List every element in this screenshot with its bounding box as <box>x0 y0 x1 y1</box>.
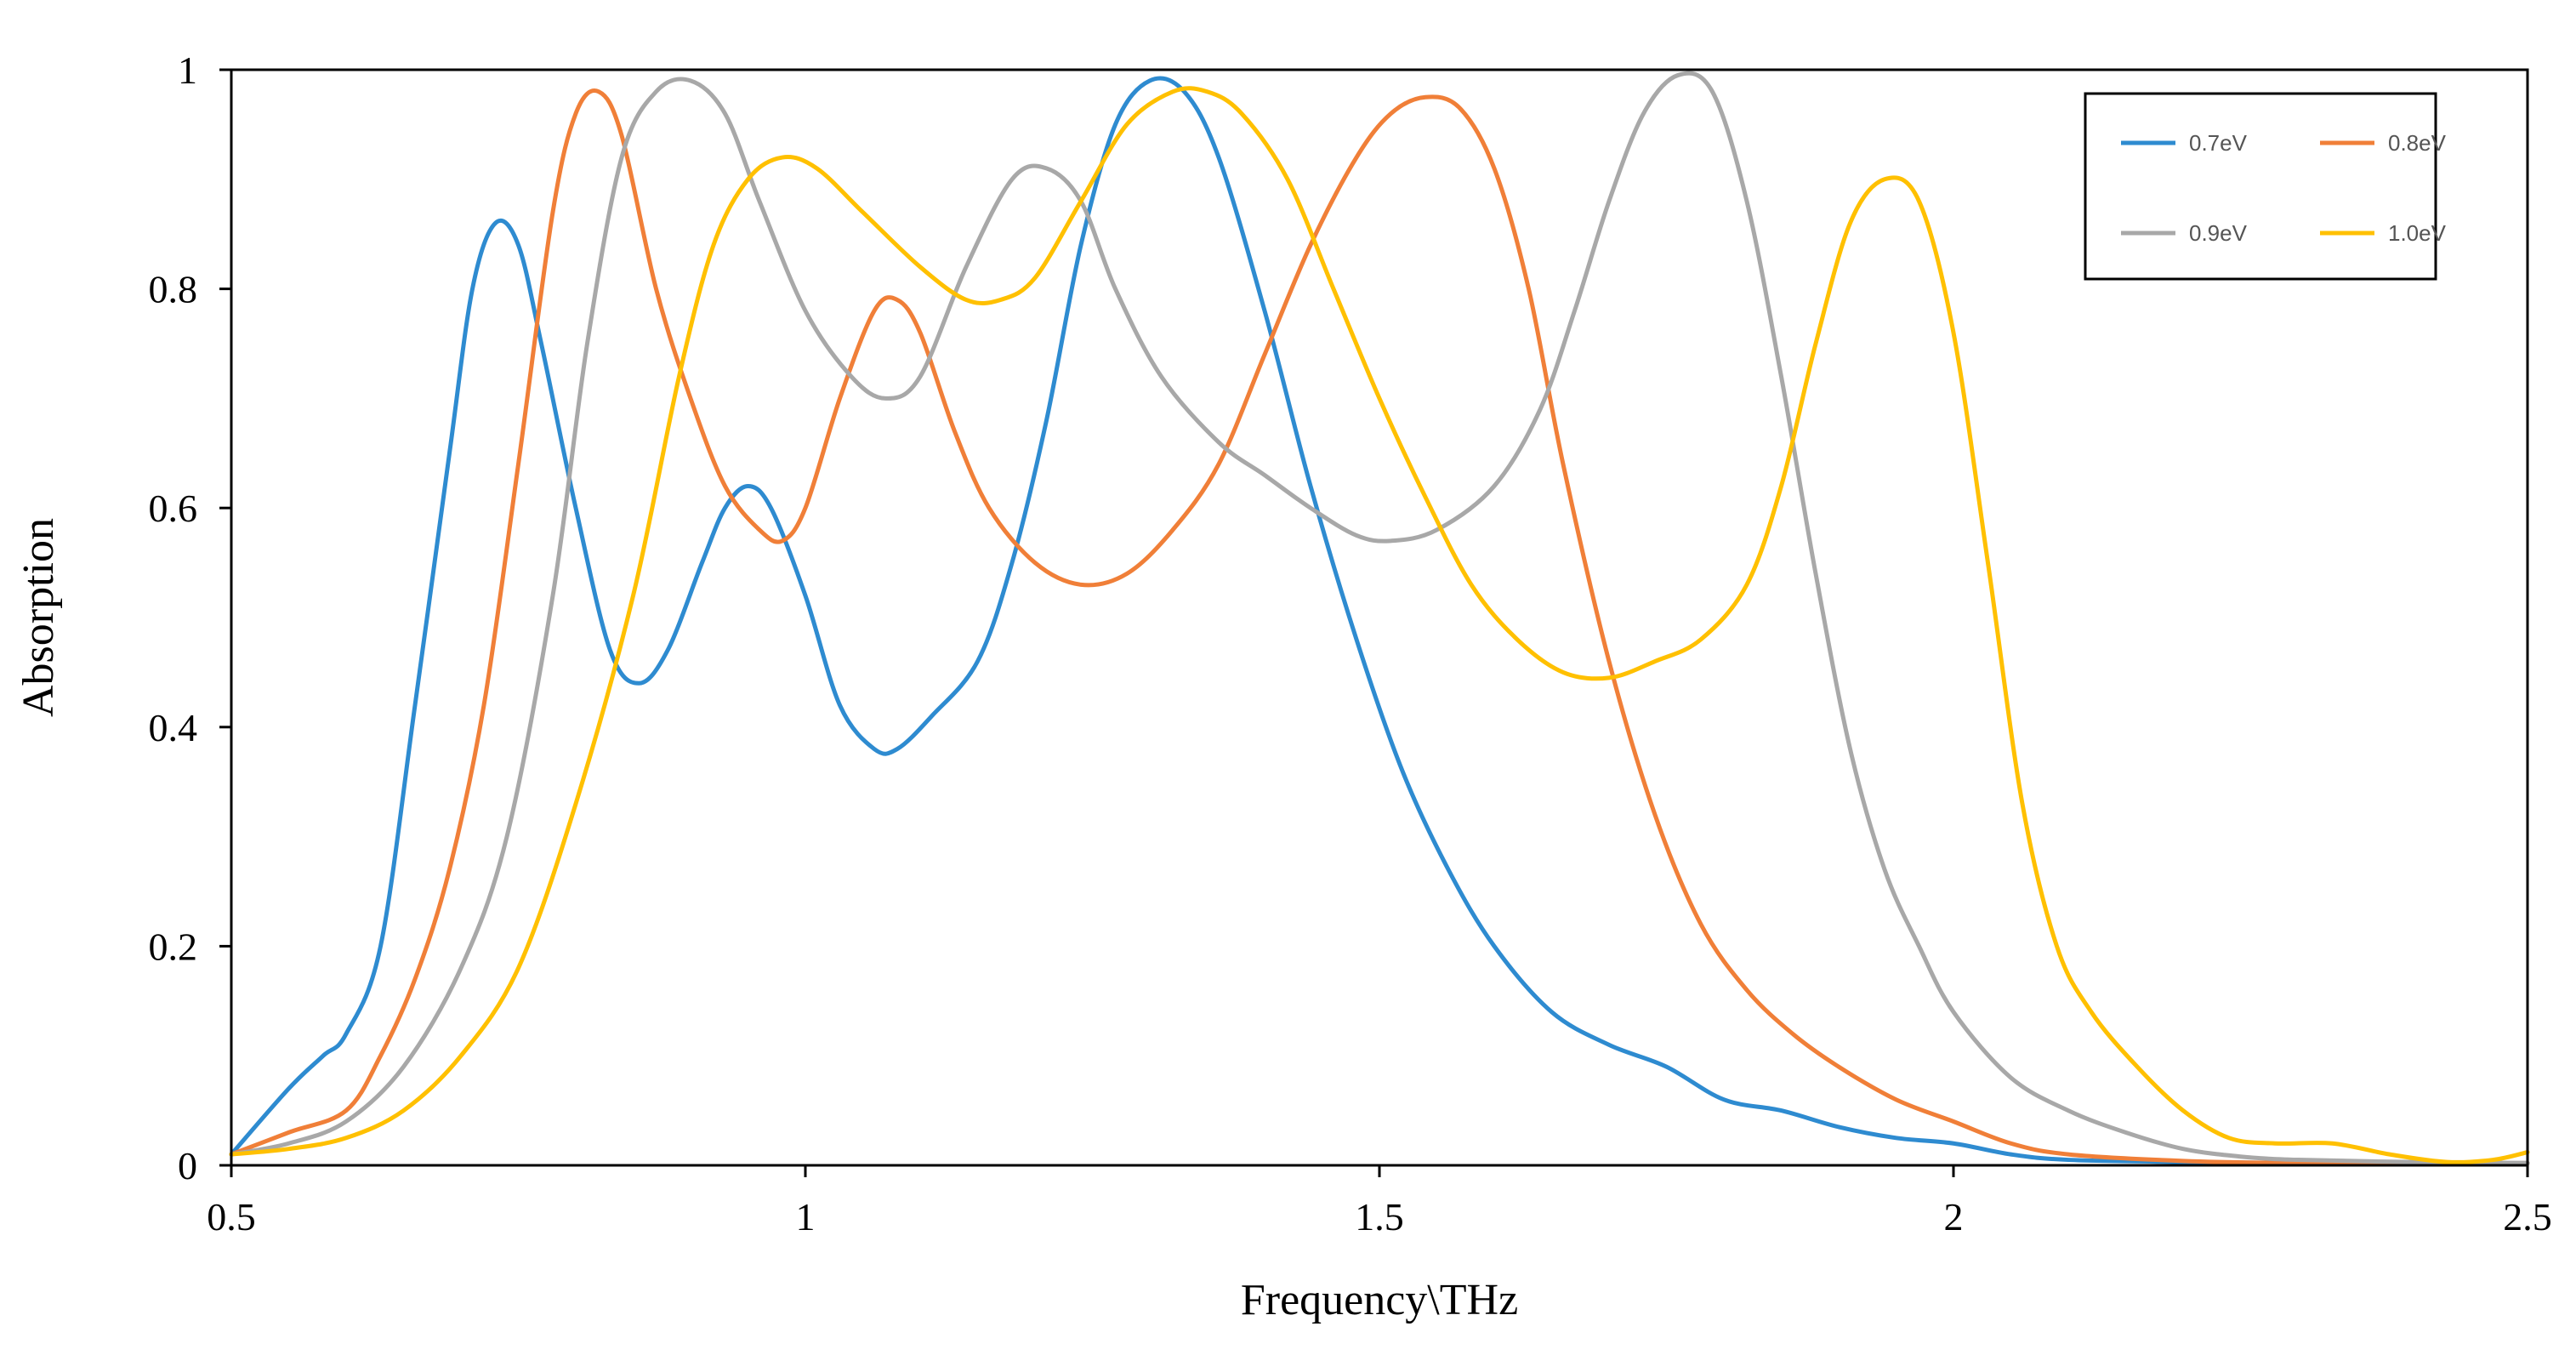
y-tick-label: 0.2 <box>149 925 198 968</box>
x-tick-label: 0.5 <box>207 1195 256 1238</box>
y-tick-label: 0.8 <box>149 268 198 311</box>
x-tick-label: 2.5 <box>2503 1195 2552 1238</box>
x-axis-ticks: 0.5 1 1.5 2 2.5 <box>207 1165 2552 1238</box>
y-tick-label: 0 <box>178 1144 197 1187</box>
x-tick-label: 1 <box>796 1195 816 1238</box>
legend: 0.7eV 0.8eV 0.9eV 1.0eV <box>2084 92 2447 281</box>
x-tick-label: 2 <box>1944 1195 1964 1238</box>
y-tick-label: 0.4 <box>149 706 198 749</box>
legend-label-0.8eV: 0.8eV <box>2388 130 2447 156</box>
series-line-0.9eV <box>229 71 2530 1165</box>
y-tick-label: 0.6 <box>149 487 198 530</box>
y-axis-title: Absorption <box>14 518 63 717</box>
y-tick-label: 1 <box>178 48 197 92</box>
x-axis-title: Frequency\THz <box>1241 1276 1518 1324</box>
x-tick-label: 1.5 <box>1355 1195 1404 1238</box>
legend-label-1.0eV: 1.0eV <box>2388 220 2447 246</box>
series-line-0.8eV <box>229 88 2530 1166</box>
series-layer <box>229 71 2530 1166</box>
legend-label-0.9eV: 0.9eV <box>2189 220 2248 246</box>
series-line-0.7eV <box>229 76 2530 1166</box>
legend-box <box>2084 92 2437 281</box>
legend-label-0.7eV: 0.7eV <box>2189 130 2248 156</box>
y-axis-ticks: 0 0.2 0.4 0.6 0.8 1 <box>149 48 231 1187</box>
series-line-1.0eV <box>229 86 2530 1164</box>
